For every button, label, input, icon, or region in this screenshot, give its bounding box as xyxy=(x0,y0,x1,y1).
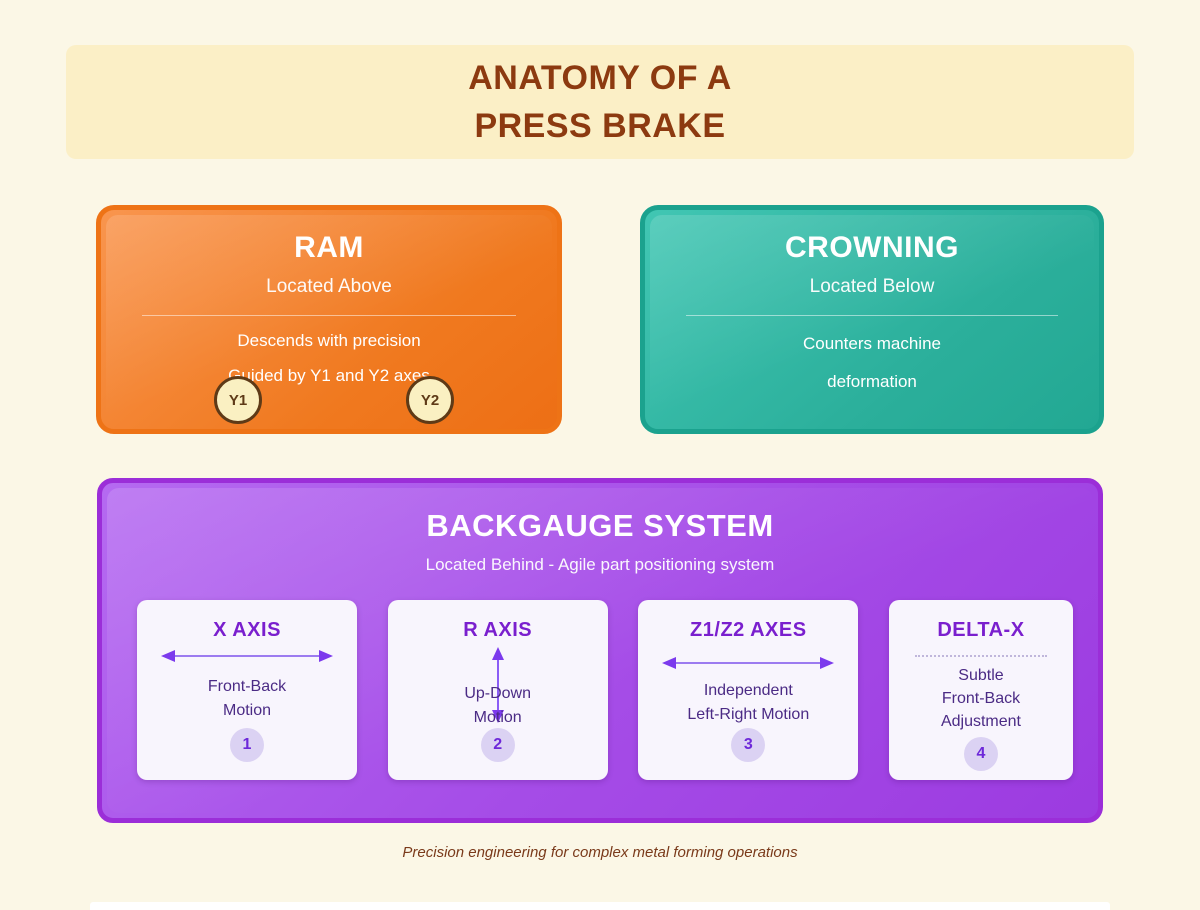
divider xyxy=(685,315,1059,316)
axes-row: X AXIS Front-Back Motion 1 R AXIS xyxy=(137,600,1073,780)
ram-card-title: RAM xyxy=(294,231,364,264)
delta-x-card: DELTA-X Subtle Front-Back Adjustment 4 xyxy=(888,600,1073,780)
bottom-strip xyxy=(90,902,1110,910)
delta-x-description: Subtle Front-Back Adjustment xyxy=(889,664,1073,733)
y1-axis-badge: Y1 xyxy=(214,376,262,424)
backgauge-card-title: BACKGAUGE SYSTEM xyxy=(426,508,774,543)
z-axes-description: Independent Left-Right Motion xyxy=(638,679,858,727)
delta-x-title: DELTA-X xyxy=(937,619,1025,641)
ram-card-subtitle: Located Above xyxy=(266,276,392,297)
horizontal-double-arrow-icon xyxy=(137,648,357,664)
r-axis-title: R AXIS xyxy=(463,619,533,641)
crowning-card-title: CROWNING xyxy=(785,231,959,264)
axis-description-line: Front-Back xyxy=(207,678,287,695)
title-banner: ANATOMY OF A PRESS BRAKE xyxy=(66,45,1134,159)
x-axis-card: X AXIS Front-Back Motion 1 xyxy=(137,600,357,780)
axis-description-line: Independent xyxy=(703,682,793,699)
crowning-card: CROWNING Located Below Counters machine … xyxy=(640,205,1104,434)
crowning-card-subtitle: Located Below xyxy=(809,276,935,297)
axis-number-badge: 1 xyxy=(230,728,264,762)
divider xyxy=(142,315,516,316)
x-axis-title: X AXIS xyxy=(213,619,281,641)
y2-axis-badge: Y2 xyxy=(406,376,454,424)
crowning-card-line: Counters machine xyxy=(803,334,941,353)
dotted-line-icon xyxy=(914,655,1047,657)
r-axis-description: Up-Down Motion xyxy=(388,682,608,730)
footer-caption: Precision engineering for complex metal … xyxy=(402,844,798,861)
axis-description-line: Left-Right Motion xyxy=(687,706,810,723)
x-axis-description: Front-Back Motion xyxy=(137,675,357,723)
ram-card-line: Guided by Y1 and Y2 axes xyxy=(228,366,430,385)
axis-description-line: Motion xyxy=(473,709,522,726)
axis-description-line: Subtle xyxy=(958,667,1004,684)
z1-z2-axes-title: Z1/Z2 AXES xyxy=(690,619,807,641)
axis-number-badge: 4 xyxy=(963,737,998,771)
horizontal-double-arrow-icon xyxy=(638,655,858,671)
backgauge-card-subtitle: Located Behind - Agile part positioning … xyxy=(425,555,775,574)
ram-card: RAM Located Above Descends with precisio… xyxy=(96,205,562,434)
axis-description-line: Motion xyxy=(222,702,272,719)
page-title-line-2: PRESS BRAKE xyxy=(474,107,726,145)
backgauge-card: BACKGAUGE SYSTEM Located Behind - Agile … xyxy=(97,478,1103,823)
axis-number-badge: 2 xyxy=(480,728,515,762)
page-title-line-1: ANATOMY OF A xyxy=(468,59,732,97)
vertical-double-arrow-icon xyxy=(490,646,506,729)
axis-description-line: Up-Down xyxy=(464,685,531,702)
axis-number-badge: 3 xyxy=(731,728,766,762)
axis-description-line: Front-Back xyxy=(941,690,1021,707)
ram-card-line: Descends with precision xyxy=(237,331,421,350)
axis-description-line: Adjustment xyxy=(940,713,1021,730)
crowning-card-line: deformation xyxy=(827,372,917,391)
z1-z2-axes-card: Z1/Z2 AXES Independent Left-Right Motion… xyxy=(638,600,859,780)
r-axis-card: R AXIS Up-Down Motion 2 xyxy=(387,600,608,780)
